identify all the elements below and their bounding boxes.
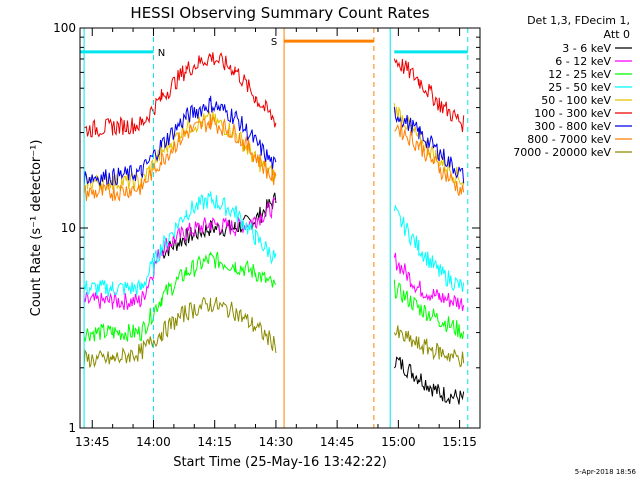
series-line [83, 114, 277, 202]
x-tick-label: 15:15 [442, 435, 477, 449]
series-7 [83, 114, 465, 202]
series-line [393, 325, 465, 368]
flag-label: N [158, 48, 165, 59]
series-line [83, 95, 277, 187]
legend-header-line-1: Det 1,3, FDecim 1, [527, 14, 630, 27]
series-2 [83, 251, 465, 342]
series-line [393, 58, 465, 133]
series-6 [83, 95, 465, 187]
y-tick-label: 1 [68, 421, 76, 435]
series-line [83, 51, 277, 138]
y-tick-label: 100 [53, 21, 76, 35]
legend-entry-label: 7000 - 20000 keV [513, 146, 611, 159]
flag-layer: NS [80, 37, 468, 59]
legend-entry-label: 12 - 25 keV [548, 68, 611, 81]
legend-entry-label: 50 - 100 keV [541, 94, 611, 107]
legend-entry-label: 300 - 800 keV [534, 120, 611, 133]
series-line [83, 196, 277, 311]
series-line [394, 121, 465, 196]
legend-entry-label: 100 - 300 keV [534, 107, 611, 120]
y-tick-label: 10 [61, 221, 76, 235]
series-line [83, 191, 277, 297]
flag-label: S [271, 37, 277, 48]
series-line [393, 252, 465, 312]
series-line [393, 204, 465, 292]
legend-entry-label: 3 - 6 keV [562, 42, 611, 55]
series-1 [83, 196, 465, 312]
series-line [393, 356, 465, 405]
axis-layer: 13:45 14:00 14:15 14:30 14:45 15:00 15:15 1 10 10… [53, 21, 481, 449]
x-tick-label: 13:45 [75, 435, 110, 449]
y-axis-label: Count Rate (s⁻¹ detector⁻¹) [29, 140, 44, 317]
x-tick-label: 14:45 [320, 435, 355, 449]
legend-entry-label: 25 - 50 keV [548, 81, 611, 94]
series-line [393, 107, 465, 184]
chart-title: HESSI Observing Summary Count Rates [130, 4, 429, 22]
series-line [83, 296, 277, 369]
legend-entry-label: 800 - 7000 keV [527, 133, 611, 146]
x-axis-label: Start Time (25-May-16 13:42:22) [173, 455, 387, 470]
time-marker-layer [83, 28, 469, 428]
x-tick-label: 14:30 [259, 435, 294, 449]
series-5 [83, 51, 465, 138]
x-tick-label: 15:00 [381, 435, 416, 449]
series-line [83, 110, 277, 191]
x-tick-label: 14:00 [136, 435, 171, 449]
series-0 [161, 192, 465, 405]
timestamp: 5-Apr-2018 18:56 [575, 468, 637, 476]
x-tick-label: 14:15 [197, 435, 232, 449]
series-3 [83, 191, 465, 297]
legend-entry-label: 6 - 12 keV [555, 55, 611, 68]
series-layer [83, 51, 465, 405]
legend-header-line-2: Att 0 [604, 28, 630, 41]
series-line [393, 279, 465, 339]
series-line [83, 251, 277, 342]
series-8 [83, 296, 465, 369]
